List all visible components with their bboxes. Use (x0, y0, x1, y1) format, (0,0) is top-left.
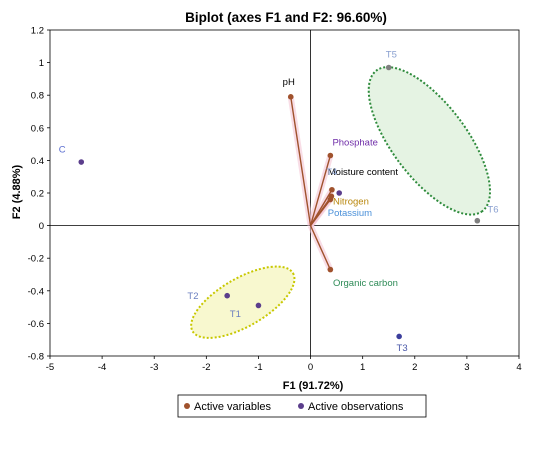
y-tick-label: 0.6 (31, 123, 44, 134)
y-tick-label: -0.2 (28, 254, 44, 265)
group-ellipse-t1-t2 (190, 265, 296, 339)
observation-point (78, 159, 85, 165)
observation-point (396, 333, 402, 340)
x-tick-label: 3 (464, 362, 469, 373)
observation-point (336, 190, 343, 196)
y-axis-label: F2 (4.88%) (11, 164, 23, 219)
x-axis-label: F1 (91.72%) (283, 380, 344, 392)
observation-point (385, 64, 392, 71)
y-tick-label: 1.2 (31, 26, 44, 37)
variable-label: Nitrogen (333, 196, 369, 207)
group-ellipse-t4-t6 (367, 66, 492, 216)
y-tick-label: -0.6 (28, 319, 44, 330)
x-tick-label: -1 (254, 362, 262, 373)
chart-title: Biplot (axes F1 and F2: 96.60%) (185, 10, 387, 25)
variable-label: Phosphate (332, 138, 377, 149)
variable-label: Potassium (328, 208, 372, 219)
variable-vector (309, 155, 332, 226)
y-tick-label: 0.4 (31, 156, 44, 167)
x-tick-label: -3 (150, 362, 158, 373)
y-tick-label: -0.4 (28, 286, 44, 297)
legend-label-variables: Active variables (194, 401, 272, 413)
variable-label: Organic carbon (333, 278, 398, 289)
legend-label-observations: Active observations (308, 401, 404, 413)
observation-label: T2 (187, 291, 198, 302)
variable-vector (290, 96, 312, 226)
observation-label: T5 (386, 50, 397, 61)
y-tick-label: 0 (39, 221, 44, 232)
y-tick-label: 0.8 (31, 91, 44, 102)
y-tick-label: -0.8 (28, 352, 44, 363)
variable-vector (309, 199, 331, 227)
legend-marker-variables (184, 403, 190, 409)
variable-point (327, 152, 334, 159)
legend: Active variables Active observations (177, 394, 427, 418)
y-tick-label: 0.2 (31, 189, 44, 200)
observation-point (474, 217, 481, 224)
x-tick-label: -5 (46, 362, 54, 373)
observation-label: T3 (397, 343, 408, 354)
x-tick-label: 0 (308, 362, 313, 373)
x-tick-label: 1 (360, 362, 365, 373)
x-tick-label: -4 (98, 362, 106, 373)
observation-label: T6 (487, 205, 498, 216)
plot-area: -5 -4 -3 -2 -1 0 1 2 3 4 -0.8 -0.6 -0.4 -0.2 0 0.2 0.4 0.… (28, 26, 522, 374)
variable-point (327, 266, 334, 273)
observation-label: T4 (326, 167, 337, 178)
observation-label: C (59, 144, 66, 155)
variable-label: pH (283, 77, 295, 88)
variable-label: Moisture content (328, 167, 399, 178)
legend-marker-observations (298, 403, 304, 409)
variable-point (327, 196, 334, 203)
variable-point (287, 94, 294, 100)
y-tick-label: 1 (39, 58, 44, 69)
variable-vector (309, 225, 331, 270)
observation-label: T1 (230, 309, 241, 320)
variable-point (329, 186, 335, 193)
observation-point (224, 292, 230, 299)
x-tick-label: 4 (516, 362, 521, 373)
x-tick-label: 2 (412, 362, 417, 373)
observation-point (255, 302, 262, 309)
x-tick-label: -2 (202, 362, 210, 373)
